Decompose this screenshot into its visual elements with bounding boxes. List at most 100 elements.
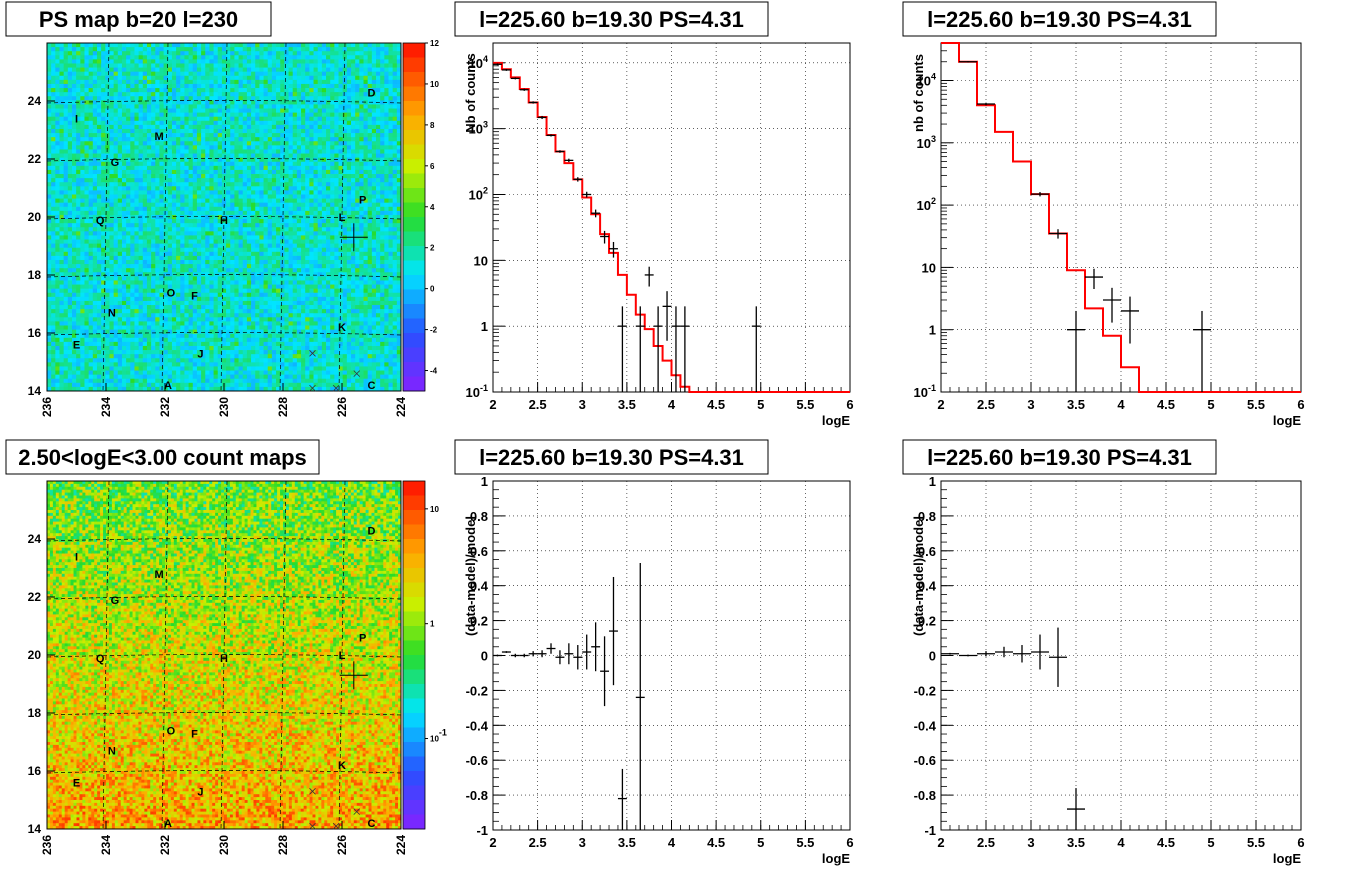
map-cell: [155, 182, 160, 187]
map-cell: [171, 243, 177, 249]
map-cell: [138, 300, 144, 306]
map-cell: [51, 382, 56, 388]
map-cell: [284, 382, 289, 388]
map-cell: [188, 79, 194, 85]
map-cell: [251, 247, 256, 253]
map-cell: [88, 128, 94, 134]
map-cell: [267, 264, 273, 269]
map-cell: [113, 47, 119, 52]
map-cell: [55, 366, 60, 371]
map-cell: [251, 292, 256, 298]
map-cell: [167, 116, 173, 122]
map-cell: [134, 165, 140, 171]
map-cell: [238, 145, 244, 150]
map-cell: [80, 51, 85, 56]
map-cell: [88, 182, 94, 187]
map-cell: [63, 219, 69, 224]
map-cell: [255, 51, 260, 56]
map-cell: [255, 292, 260, 298]
map-cell: [146, 55, 152, 60]
map-cell: [117, 190, 123, 195]
map-cell: [113, 157, 119, 163]
map-cell: [180, 128, 185, 134]
map-cell: [230, 128, 235, 134]
map-cell: [138, 386, 144, 392]
map-cell: [192, 268, 198, 273]
map-cell: [242, 231, 248, 236]
map-cell: [259, 378, 264, 384]
map-cell: [130, 313, 135, 318]
map-cell: [105, 255, 110, 261]
map-cell: [176, 259, 181, 265]
map-cell: [288, 157, 294, 163]
map-cell: [259, 145, 264, 150]
map-cell: [63, 59, 69, 64]
map-cell: [146, 300, 152, 306]
map-cell: [71, 116, 77, 122]
map-cell: [151, 243, 156, 249]
map-cell: [184, 96, 189, 101]
map-cell: [146, 96, 152, 101]
map-cell: [155, 43, 160, 48]
map-cell: [105, 350, 110, 355]
map-cell: [209, 309, 214, 314]
map-cell: [167, 264, 173, 269]
map-cell: [67, 186, 73, 191]
map-cell: [101, 63, 106, 68]
map-cell: [151, 194, 156, 199]
map-cell: [255, 124, 260, 130]
map-cell: [59, 88, 65, 93]
map-cell: [159, 345, 165, 351]
map-cell: [242, 223, 248, 228]
map-cell: [213, 186, 219, 191]
map-cell: [213, 124, 219, 130]
map-cell: [117, 366, 123, 371]
map-cell: [146, 321, 152, 326]
map-cell: [109, 141, 115, 146]
map-cell: [101, 100, 106, 105]
map-cell: [280, 264, 285, 269]
map-cell: [142, 300, 148, 306]
map-cell: [263, 169, 269, 175]
map-cell: [130, 305, 135, 310]
map-cell: [176, 75, 181, 81]
map-cell: [121, 174, 127, 179]
map-cell: [101, 321, 106, 326]
map-cell: [88, 296, 94, 302]
map-cell: [71, 231, 77, 236]
map-cell: [201, 178, 206, 183]
map-cell: [51, 243, 56, 249]
map-cell: [59, 210, 65, 216]
map-cell: [230, 153, 235, 159]
map-cell: [251, 210, 256, 216]
map-cell: [226, 47, 231, 52]
map-cell: [234, 231, 239, 236]
map-cell: [176, 178, 181, 183]
map-cell: [84, 231, 90, 236]
map-cell: [180, 169, 185, 175]
map-cell: [255, 350, 260, 355]
map-cell: [234, 137, 239, 142]
map-cell: [238, 198, 244, 204]
map-cell: [59, 75, 65, 81]
map-cell: [271, 100, 277, 105]
map-cell: [242, 345, 248, 351]
map-cell: [251, 350, 256, 355]
map-cell: [138, 88, 144, 93]
map-cell: [47, 149, 52, 154]
map-cell: [167, 309, 173, 314]
map-cell: [59, 190, 65, 195]
map-cell: [59, 133, 65, 138]
map-cell: [67, 88, 73, 93]
map-cell: [88, 272, 94, 277]
map-cell: [163, 378, 169, 384]
map-cell: [96, 116, 102, 122]
map-cell: [276, 321, 281, 326]
map-cell: [121, 120, 127, 126]
map-cell: [171, 259, 177, 265]
map-cell: [155, 96, 160, 101]
map-cell: [259, 210, 264, 216]
map-cell: [163, 239, 169, 245]
map-cell: [117, 71, 123, 77]
map-cell: [180, 378, 185, 384]
